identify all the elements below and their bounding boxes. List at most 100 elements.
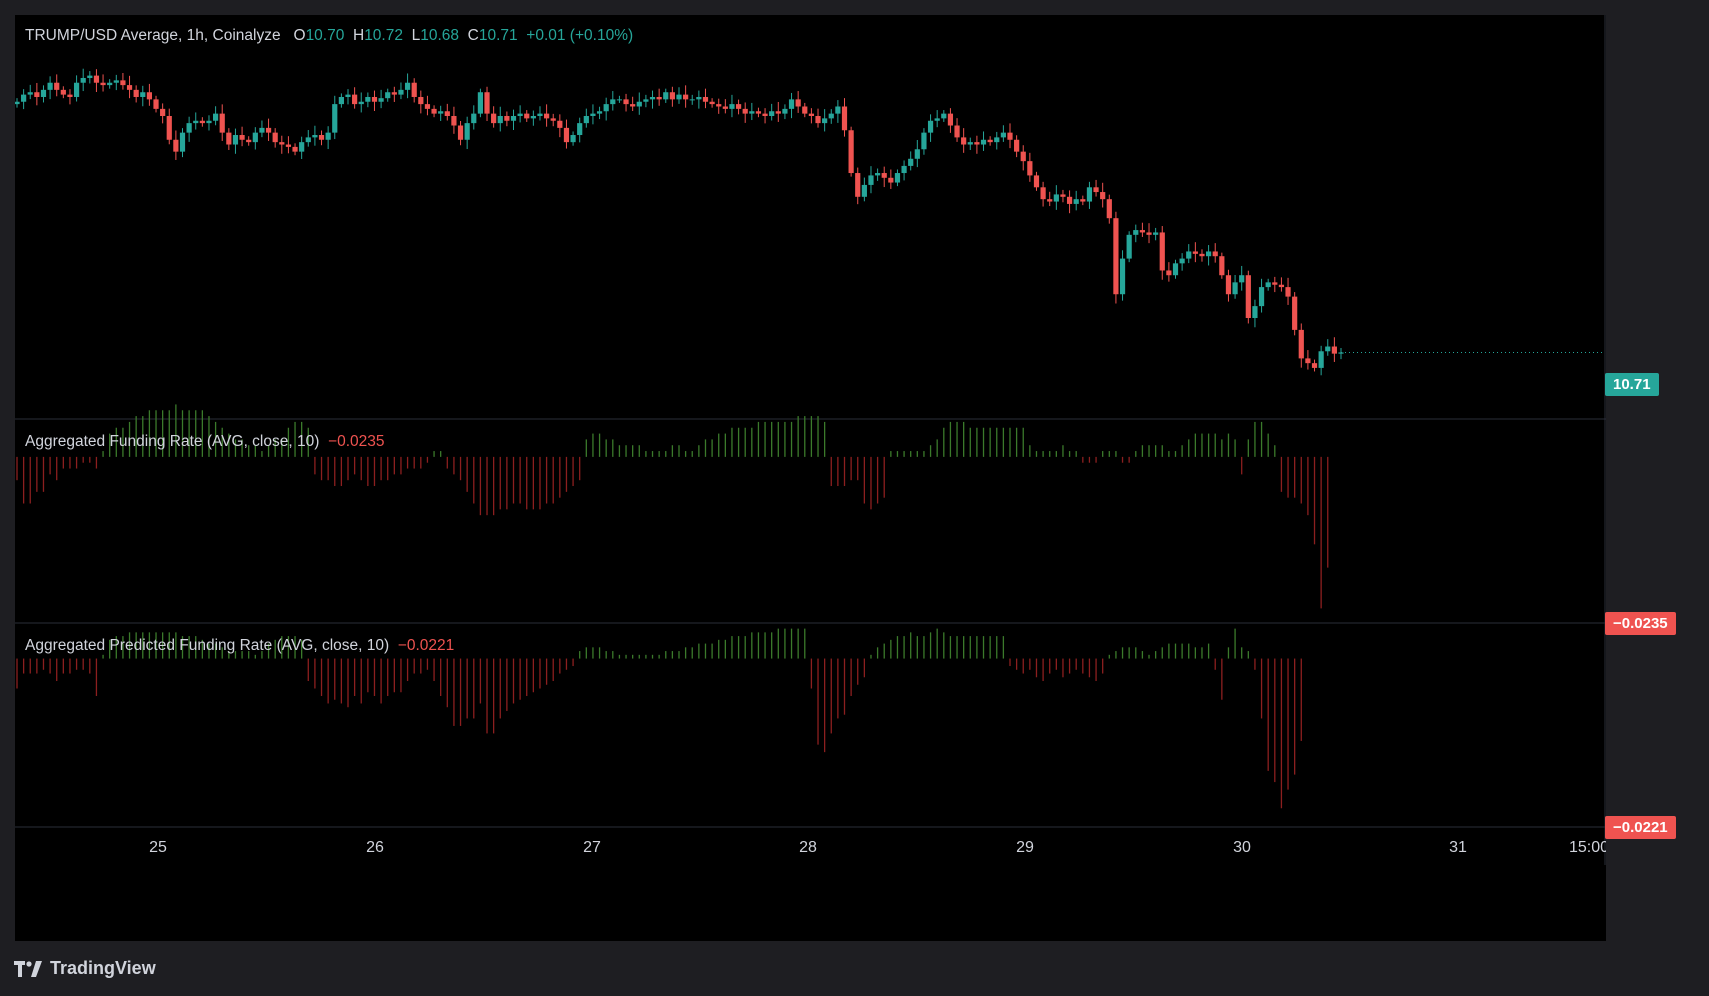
candle-body[interactable] <box>1311 363 1318 368</box>
candle-body[interactable] <box>1192 251 1198 254</box>
candle-body[interactable] <box>438 111 444 114</box>
candle-body[interactable] <box>252 132 258 143</box>
candle-body[interactable] <box>213 113 219 121</box>
candle-body[interactable] <box>808 113 814 116</box>
candle-body[interactable] <box>517 113 523 116</box>
candle-body[interactable] <box>179 132 186 152</box>
candle-body[interactable] <box>941 113 947 119</box>
candle-body[interactable] <box>1172 263 1179 276</box>
candle-body[interactable] <box>113 80 119 83</box>
candle-body[interactable] <box>1033 175 1040 188</box>
candle-body[interactable] <box>1060 194 1066 197</box>
candle-body[interactable] <box>1100 192 1106 200</box>
candle-body[interactable] <box>1086 187 1093 202</box>
candle-body[interactable] <box>1298 329 1304 359</box>
candle-body[interactable] <box>345 94 351 97</box>
candle-body[interactable] <box>464 123 470 140</box>
candle-body[interactable] <box>908 158 914 166</box>
predicted-legend[interactable]: Aggregated Predicted Funding Rate (AVG, … <box>25 637 454 655</box>
candle-body[interactable] <box>1318 351 1324 368</box>
candle-body[interactable] <box>557 120 563 128</box>
candle-body[interactable] <box>457 125 464 140</box>
candle-body[interactable] <box>1007 132 1013 140</box>
candle-body[interactable] <box>424 104 431 109</box>
candle-body[interactable] <box>775 111 781 114</box>
candle-body[interactable] <box>1106 199 1112 219</box>
candle-body[interactable] <box>160 108 166 116</box>
candle-body[interactable] <box>1186 251 1192 259</box>
candle-body[interactable] <box>596 111 603 114</box>
candle-body[interactable] <box>126 85 133 90</box>
candle-body[interactable] <box>947 113 954 126</box>
candle-body[interactable] <box>881 173 887 178</box>
candle-body[interactable] <box>550 118 556 121</box>
candle-body[interactable] <box>1338 352 1344 354</box>
candle-body[interactable] <box>232 135 239 145</box>
candle-body[interactable] <box>504 116 510 121</box>
candle-body[interactable] <box>623 99 629 105</box>
candle-body[interactable] <box>1258 287 1265 307</box>
candle-body[interactable] <box>1014 139 1020 152</box>
candle-body[interactable] <box>133 89 139 97</box>
candle-body[interactable] <box>683 94 689 100</box>
candle-body[interactable] <box>987 139 993 143</box>
candle-body[interactable] <box>649 96 656 100</box>
candle-body[interactable] <box>669 92 675 100</box>
candle-body[interactable] <box>1278 284 1285 288</box>
candle-body[interactable] <box>444 111 450 116</box>
candle-body[interactable] <box>636 101 642 107</box>
candle-body[interactable] <box>656 96 662 100</box>
candle-body[interactable] <box>961 137 967 145</box>
candle-body[interactable] <box>1179 258 1185 264</box>
candle-body[interactable] <box>1027 161 1033 176</box>
candle-body[interactable] <box>643 99 649 102</box>
candle-body[interactable] <box>1219 256 1225 276</box>
candle-body[interactable] <box>563 127 570 143</box>
candle-body[interactable] <box>34 92 40 97</box>
candle-body[interactable] <box>815 116 821 124</box>
candle-body[interactable] <box>418 96 424 105</box>
candle-body[interactable] <box>828 113 834 119</box>
candle-body[interactable] <box>497 116 503 124</box>
candle-body[interactable] <box>742 108 748 114</box>
candle-body[interactable] <box>616 99 623 101</box>
candle-body[interactable] <box>934 118 940 121</box>
candle-body[interactable] <box>325 132 331 140</box>
candle-body[interactable] <box>590 113 596 116</box>
candle-body[interactable] <box>391 92 397 95</box>
candle-body[interactable] <box>1252 306 1258 318</box>
candle-body[interactable] <box>583 116 589 124</box>
candle-body[interactable] <box>272 132 278 143</box>
candle-body[interactable] <box>54 82 60 90</box>
candle-body[interactable] <box>285 144 292 147</box>
candle-body[interactable] <box>199 120 205 124</box>
candle-body[interactable] <box>894 173 901 183</box>
candle-body[interactable] <box>299 142 305 152</box>
candle-body[interactable] <box>855 173 861 197</box>
candle-body[interactable] <box>1325 346 1331 352</box>
candle-body[interactable] <box>749 111 755 114</box>
candle-body[interactable] <box>404 82 411 90</box>
candle-body[interactable] <box>1139 230 1145 233</box>
candle-body[interactable] <box>967 142 973 145</box>
candle-body[interactable] <box>193 120 199 124</box>
candle-body[interactable] <box>848 130 854 174</box>
candle-body[interactable] <box>1066 196 1073 204</box>
candle-body[interactable] <box>1153 232 1159 235</box>
candle-body[interactable] <box>60 89 66 95</box>
candle-body[interactable] <box>1331 346 1337 354</box>
candle-body[interactable] <box>822 118 828 124</box>
candle-body[interactable] <box>954 125 960 138</box>
candle-body[interactable] <box>570 135 576 143</box>
candle-body[interactable] <box>888 177 894 183</box>
candle-body[interactable] <box>21 94 27 102</box>
candle-body[interactable] <box>47 82 53 90</box>
candle-body[interactable] <box>762 113 768 116</box>
candle-body[interactable] <box>1239 275 1245 283</box>
candle-body[interactable] <box>166 116 172 140</box>
candle-body[interactable] <box>782 108 788 114</box>
candle-body[interactable] <box>663 92 669 100</box>
candle-body[interactable] <box>802 106 808 114</box>
candle-body[interactable] <box>1073 199 1079 204</box>
candle-body[interactable] <box>371 96 378 102</box>
